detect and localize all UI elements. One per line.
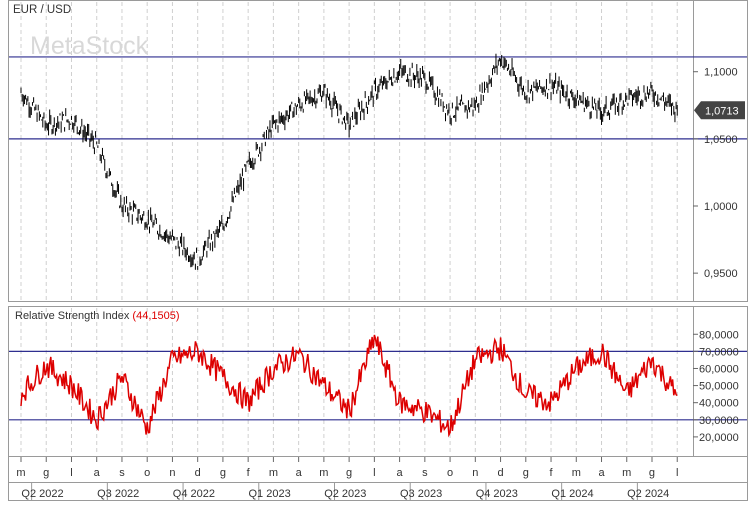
month-tick-label: m: [622, 467, 631, 479]
price-y-tick-label: 0,9500: [704, 268, 738, 280]
last-price-marker: [694, 101, 745, 120]
month-tick-label: m: [16, 467, 25, 479]
rsi-chart-title: Relative Strength Index (44,1505): [15, 310, 180, 322]
time-axis-frame: [8, 456, 748, 501]
month-tick-label: f: [550, 467, 554, 479]
month-tick-label: o: [144, 467, 150, 479]
month-tick-label: d: [497, 467, 503, 479]
quarter-label: Q2 2022: [21, 488, 63, 500]
month-tick-label: s: [119, 467, 125, 479]
month-tick-label: d: [195, 467, 201, 479]
rsi-current-value: (44,1505): [132, 310, 179, 322]
rsi-y-tick-label: 70,0000: [699, 346, 739, 358]
rsi-y-tick-label: 50,0000: [699, 381, 739, 393]
quarter-label: Q4 2022: [173, 488, 215, 500]
quarter-label: Q3 2022: [97, 488, 139, 500]
quarter-label: Q1 2023: [248, 488, 290, 500]
quarter-label: Q2 2024: [627, 488, 669, 500]
rsi-line: [20, 334, 678, 438]
month-tick-label: a: [397, 467, 404, 479]
price-y-tick-label: 1,0500: [704, 134, 738, 146]
last-price-label: 1,0713: [705, 105, 739, 117]
rsi-y-tick-label: 20,0000: [699, 432, 739, 444]
month-tick-label: n: [169, 467, 175, 479]
month-tick-label: g: [346, 467, 352, 479]
watermark-logo: MetaStock: [30, 32, 149, 60]
quarter-label: Q2 2023: [324, 488, 366, 500]
price-panel-frame: [8, 0, 748, 302]
month-tick-label: g: [220, 467, 226, 479]
month-tick-label: a: [598, 467, 605, 479]
month-tick-label: l: [676, 467, 678, 479]
price-chart-title: EUR / USD: [13, 4, 71, 16]
month-tick-label: g: [523, 467, 529, 479]
price-y-tick-label: 1,0000: [704, 201, 738, 213]
rsi-y-tick-label: 30,0000: [699, 415, 739, 427]
month-tick-label: f: [247, 467, 251, 479]
month-tick-label: s: [422, 467, 428, 479]
month-tick-label: g: [43, 467, 49, 479]
rsi-y-tick-label: 40,0000: [699, 398, 739, 410]
month-tick-label: a: [94, 467, 101, 479]
month-tick-label: o: [447, 467, 453, 479]
quarter-label: Q4 2023: [476, 488, 518, 500]
month-tick-label: g: [649, 467, 655, 479]
month-tick-label: l: [70, 467, 72, 479]
rsi-title-text: Relative Strength Index: [15, 310, 130, 322]
month-tick-label: l: [373, 467, 375, 479]
month-tick-label: a: [296, 467, 303, 479]
price-y-tick-label: 1,1000: [704, 67, 738, 79]
month-tick-label: m: [572, 467, 581, 479]
month-tick-label: m: [269, 467, 278, 479]
month-tick-label: n: [472, 467, 478, 479]
rsi-y-tick-label: 60,0000: [699, 363, 739, 375]
quarter-label: Q3 2023: [400, 488, 442, 500]
month-tick-label: m: [319, 467, 328, 479]
rsi-y-tick-label: 80,0000: [699, 329, 739, 341]
quarter-label: Q1 2024: [551, 488, 593, 500]
